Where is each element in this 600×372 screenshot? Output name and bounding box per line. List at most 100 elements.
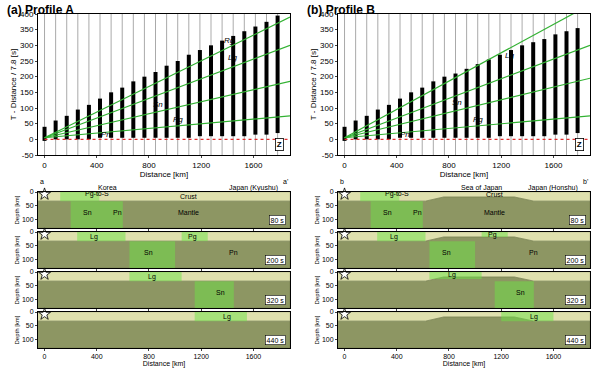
svg-text:1200: 1200 — [192, 161, 210, 170]
svg-text:T - Distance / 7.8 [s]: T - Distance / 7.8 [s] — [309, 49, 318, 120]
svg-text:1200: 1200 — [193, 353, 209, 360]
svg-text:Mantle: Mantle — [178, 209, 199, 216]
svg-text:Sn: Sn — [452, 98, 462, 107]
svg-text:100: 100 — [322, 336, 334, 343]
svg-text:440 s: 440 s — [567, 337, 585, 344]
svg-text:Distance [km]: Distance [km] — [143, 360, 185, 368]
svg-text:50: 50 — [26, 202, 34, 209]
svg-text:400: 400 — [320, 10, 334, 19]
svg-text:Depth [km]: Depth [km] — [314, 275, 320, 304]
svg-text:Pg: Pg — [488, 231, 497, 239]
svg-text:1600: 1600 — [245, 161, 263, 170]
svg-text:0: 0 — [43, 353, 47, 360]
svg-text:Pg-to-S: Pg-to-S — [85, 190, 109, 198]
svg-text:Pn: Pn — [400, 130, 410, 139]
svg-text:100: 100 — [22, 256, 34, 263]
svg-text:1200: 1200 — [493, 353, 509, 360]
svg-text:Lg: Lg — [505, 51, 514, 60]
svg-text:Lg: Lg — [90, 233, 98, 241]
svg-text:0: 0 — [30, 228, 34, 235]
svg-text:50: 50 — [26, 322, 34, 329]
svg-text:-50: -50 — [22, 151, 34, 160]
svg-text:50: 50 — [326, 202, 334, 209]
svg-text:Depth [km]: Depth [km] — [314, 315, 320, 344]
svg-text:Lg: Lg — [390, 233, 398, 241]
svg-text:Lg: Lg — [228, 53, 237, 62]
svg-text:0: 0 — [30, 268, 34, 275]
svg-text:0: 0 — [330, 308, 334, 315]
svg-text:200 s: 200 s — [567, 257, 585, 264]
svg-text:800: 800 — [443, 353, 455, 360]
svg-text:80 s: 80 s — [271, 217, 285, 224]
svg-text:200: 200 — [320, 72, 334, 81]
svg-text:Pn: Pn — [413, 209, 422, 216]
svg-text:Sn: Sn — [516, 289, 525, 296]
svg-text:Sn: Sn — [153, 100, 163, 109]
svg-text:400: 400 — [90, 161, 104, 170]
svg-text:150: 150 — [20, 88, 34, 97]
svg-text:0: 0 — [330, 268, 334, 275]
svg-text:Mantle: Mantle — [484, 209, 505, 216]
svg-text:Korea: Korea — [98, 184, 117, 191]
svg-text:0: 0 — [343, 353, 347, 360]
svg-text:Japan (Kyushu): Japan (Kyushu) — [229, 184, 278, 192]
svg-text:50: 50 — [326, 282, 334, 289]
svg-text:Sea of Japan: Sea of Japan — [461, 184, 502, 192]
svg-text:0: 0 — [329, 135, 334, 144]
svg-text:Lg: Lg — [530, 313, 538, 321]
svg-text:440 s: 440 s — [267, 337, 285, 344]
svg-text:0: 0 — [30, 308, 34, 315]
svg-text:Distance [km]: Distance [km] — [140, 170, 188, 179]
svg-text:100: 100 — [322, 256, 334, 263]
svg-text:200 s: 200 s — [267, 257, 285, 264]
svg-text:1600: 1600 — [546, 353, 562, 360]
svg-text:b: b — [340, 178, 344, 185]
svg-text:Pg: Pg — [473, 115, 483, 124]
svg-text:Sn: Sn — [83, 209, 92, 216]
svg-text:Pg: Pg — [188, 233, 197, 241]
svg-text:200: 200 — [20, 72, 34, 81]
svg-text:320 s: 320 s — [567, 297, 585, 304]
svg-text:Crust: Crust — [180, 193, 197, 200]
svg-text:50: 50 — [24, 119, 33, 128]
svg-text:Pn: Pn — [529, 249, 538, 256]
svg-text:(b) Profile B: (b) Profile B — [307, 3, 375, 17]
svg-text:Lg: Lg — [223, 313, 231, 321]
svg-text:400: 400 — [20, 10, 34, 19]
svg-text:300: 300 — [20, 41, 34, 50]
svg-text:50: 50 — [26, 282, 34, 289]
svg-text:800: 800 — [143, 353, 155, 360]
svg-text:0: 0 — [30, 188, 34, 195]
svg-text:Sn: Sn — [216, 289, 225, 296]
svg-text:0: 0 — [330, 228, 334, 235]
svg-text:a': a' — [283, 178, 288, 185]
svg-text:(a) Profile A: (a) Profile A — [7, 3, 74, 17]
svg-text:100: 100 — [20, 104, 34, 113]
svg-text:Japan (Honshu): Japan (Honshu) — [528, 184, 578, 192]
svg-text:Pg: Pg — [173, 115, 183, 124]
svg-text:T - Distance / 7.8 [s]: T - Distance / 7.8 [s] — [9, 49, 18, 120]
svg-text:250: 250 — [20, 57, 34, 66]
svg-text:100: 100 — [322, 296, 334, 303]
svg-text:100: 100 — [22, 216, 34, 223]
svg-text:0: 0 — [330, 188, 334, 195]
svg-text:300: 300 — [320, 41, 334, 50]
svg-text:Depth [km]: Depth [km] — [14, 235, 20, 264]
svg-text:Depth [km]: Depth [km] — [314, 195, 320, 224]
svg-text:800: 800 — [142, 161, 156, 170]
svg-text:Z: Z — [277, 140, 282, 149]
svg-text:Lg: Lg — [148, 273, 156, 281]
svg-text:Sn: Sn — [144, 249, 153, 256]
svg-text:Depth [km]: Depth [km] — [14, 195, 20, 224]
svg-text:100: 100 — [320, 104, 334, 113]
svg-text:400: 400 — [390, 161, 404, 170]
svg-text:1200: 1200 — [492, 161, 510, 170]
svg-text:Sn: Sn — [383, 209, 392, 216]
svg-text:250: 250 — [320, 57, 334, 66]
svg-text:50: 50 — [326, 242, 334, 249]
svg-text:0: 0 — [29, 135, 34, 144]
svg-text:Depth [km]: Depth [km] — [14, 315, 20, 344]
svg-text:Rg: Rg — [224, 36, 235, 45]
svg-text:-50: -50 — [322, 151, 334, 160]
svg-text:50: 50 — [26, 242, 34, 249]
